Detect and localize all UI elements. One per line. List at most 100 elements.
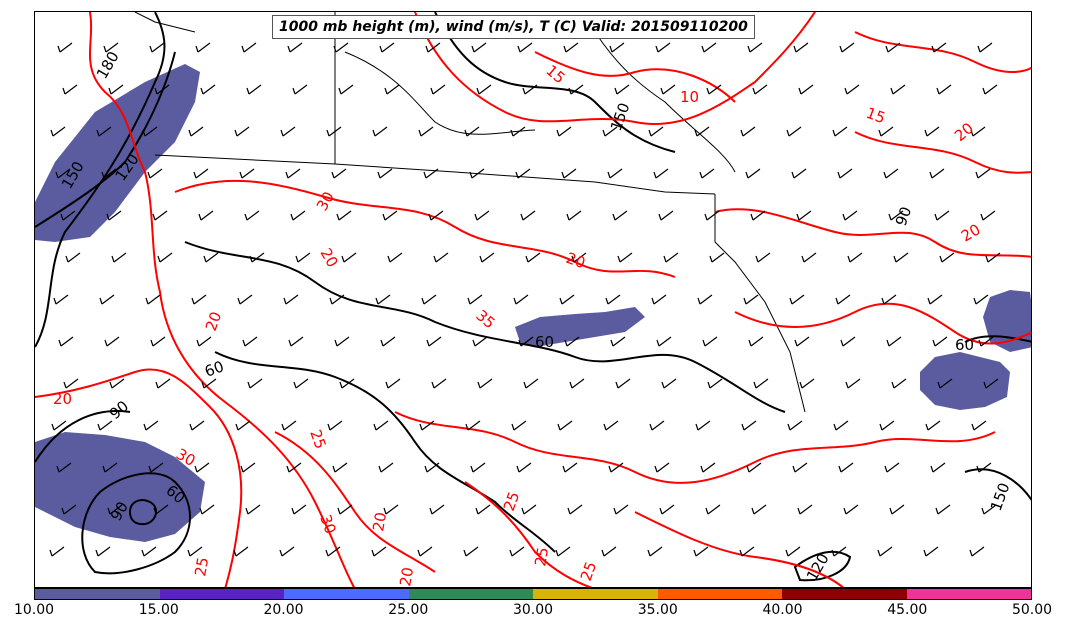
- wind-barb: [930, 462, 946, 473]
- wind-barb: [983, 378, 999, 389]
- wind-barb: [601, 546, 617, 557]
- colorbar-segment: [533, 589, 658, 599]
- wind-barb: [475, 504, 491, 515]
- state-boundary: [154, 154, 716, 195]
- wind-barb: [279, 546, 295, 557]
- wind-barb: [786, 126, 802, 137]
- wind-fill-region: [35, 64, 200, 242]
- wind-barb: [424, 462, 440, 473]
- wind-barb: [463, 546, 479, 557]
- temperature-contour: [854, 131, 1031, 174]
- wind-barb: [198, 210, 214, 221]
- height-label: 90: [106, 397, 132, 423]
- wind-barb: [748, 336, 764, 347]
- wind-barb: [339, 378, 355, 389]
- wind-barb: [985, 252, 1001, 263]
- wind-barb: [833, 420, 849, 431]
- wind-barb: [430, 84, 446, 95]
- wind-fill-region: [515, 307, 645, 347]
- state-boundary: [714, 194, 806, 413]
- wind-barb: [934, 210, 950, 221]
- wind-barb: [429, 504, 445, 515]
- wind-barb: [924, 126, 940, 137]
- temperature-contour: [174, 179, 676, 278]
- wind-barb: [417, 546, 433, 557]
- wind-barb: [602, 126, 618, 137]
- wind-barb: [842, 210, 858, 221]
- wind-barb: [426, 336, 442, 347]
- wind-barb: [649, 420, 665, 431]
- wind-barb: [647, 546, 663, 557]
- height-contour: [214, 351, 556, 553]
- height-label: 180: [93, 48, 123, 82]
- wind-barb: [832, 126, 848, 137]
- temperature-contour: [464, 481, 593, 587]
- wind-barb: [378, 462, 394, 473]
- wind-barb: [290, 210, 306, 221]
- wind-barb: [752, 84, 768, 95]
- height-label: 150: [987, 480, 1014, 513]
- wind-barb: [283, 294, 299, 305]
- wind-barb: [295, 252, 311, 263]
- colorbar-segment: [284, 589, 409, 599]
- wind-barb: [244, 210, 260, 221]
- temperature-contour: [734, 302, 1031, 345]
- wind-barb: [847, 252, 863, 263]
- wind-barb: [510, 126, 526, 137]
- wind-barb: [883, 168, 899, 179]
- state-boundary-layer: [134, 12, 806, 413]
- wind-barb: [425, 42, 441, 53]
- wind-barb: [617, 252, 633, 263]
- wind-barb: [557, 420, 573, 431]
- wind-barb: [893, 252, 909, 263]
- wind-barb: [746, 462, 762, 473]
- state-boundary: [594, 31, 736, 173]
- temperature-label: 30: [313, 188, 338, 214]
- height-contour-layer: [35, 12, 1031, 582]
- wind-barb: [513, 294, 529, 305]
- wind-barb: [341, 252, 357, 263]
- wind-barb: [663, 252, 679, 263]
- wind-barb: [418, 126, 434, 137]
- wind-barb: [969, 546, 985, 557]
- wind-barb: [796, 210, 812, 221]
- temperature-label: 25: [306, 427, 329, 451]
- wind-barb: [701, 42, 717, 53]
- wind-barb: [891, 378, 907, 389]
- wind-barb: [789, 294, 805, 305]
- wind-barb: [704, 210, 720, 221]
- wind-barb: [612, 210, 628, 221]
- wind-barb: [102, 462, 118, 473]
- wind-barb: [101, 168, 117, 179]
- wind-barb: [840, 336, 856, 347]
- wind-barb: [143, 420, 159, 431]
- wind-barb: [152, 210, 168, 221]
- wind-barb: [379, 42, 395, 53]
- wind-barb: [695, 420, 711, 431]
- wind-barb: [472, 336, 488, 347]
- wind-barb: [249, 252, 265, 263]
- wind-barb: [937, 378, 953, 389]
- wind-barb: [109, 378, 125, 389]
- temperature-label: 25: [577, 559, 600, 583]
- wind-barb: [246, 84, 262, 95]
- wind-barb: [699, 168, 715, 179]
- wind-barb: [520, 210, 536, 221]
- wind-barb: [103, 42, 119, 53]
- temperature-contour: [414, 12, 816, 125]
- wind-barb: [787, 420, 803, 431]
- temperature-label: 20: [958, 220, 984, 245]
- wind-barb: [740, 126, 756, 137]
- wind-barb: [157, 252, 173, 263]
- wind-barb: [877, 546, 893, 557]
- wind-barb: [705, 504, 721, 515]
- wind-barb: [382, 210, 398, 221]
- height-label: 60: [955, 336, 974, 354]
- wind-barb: [653, 168, 669, 179]
- wind-barb: [845, 378, 861, 389]
- wind-barb: [55, 168, 71, 179]
- wind-barb: [199, 504, 215, 515]
- wind-barb: [831, 546, 847, 557]
- wind-barb: [375, 294, 391, 305]
- temperature-label: 25: [531, 546, 552, 568]
